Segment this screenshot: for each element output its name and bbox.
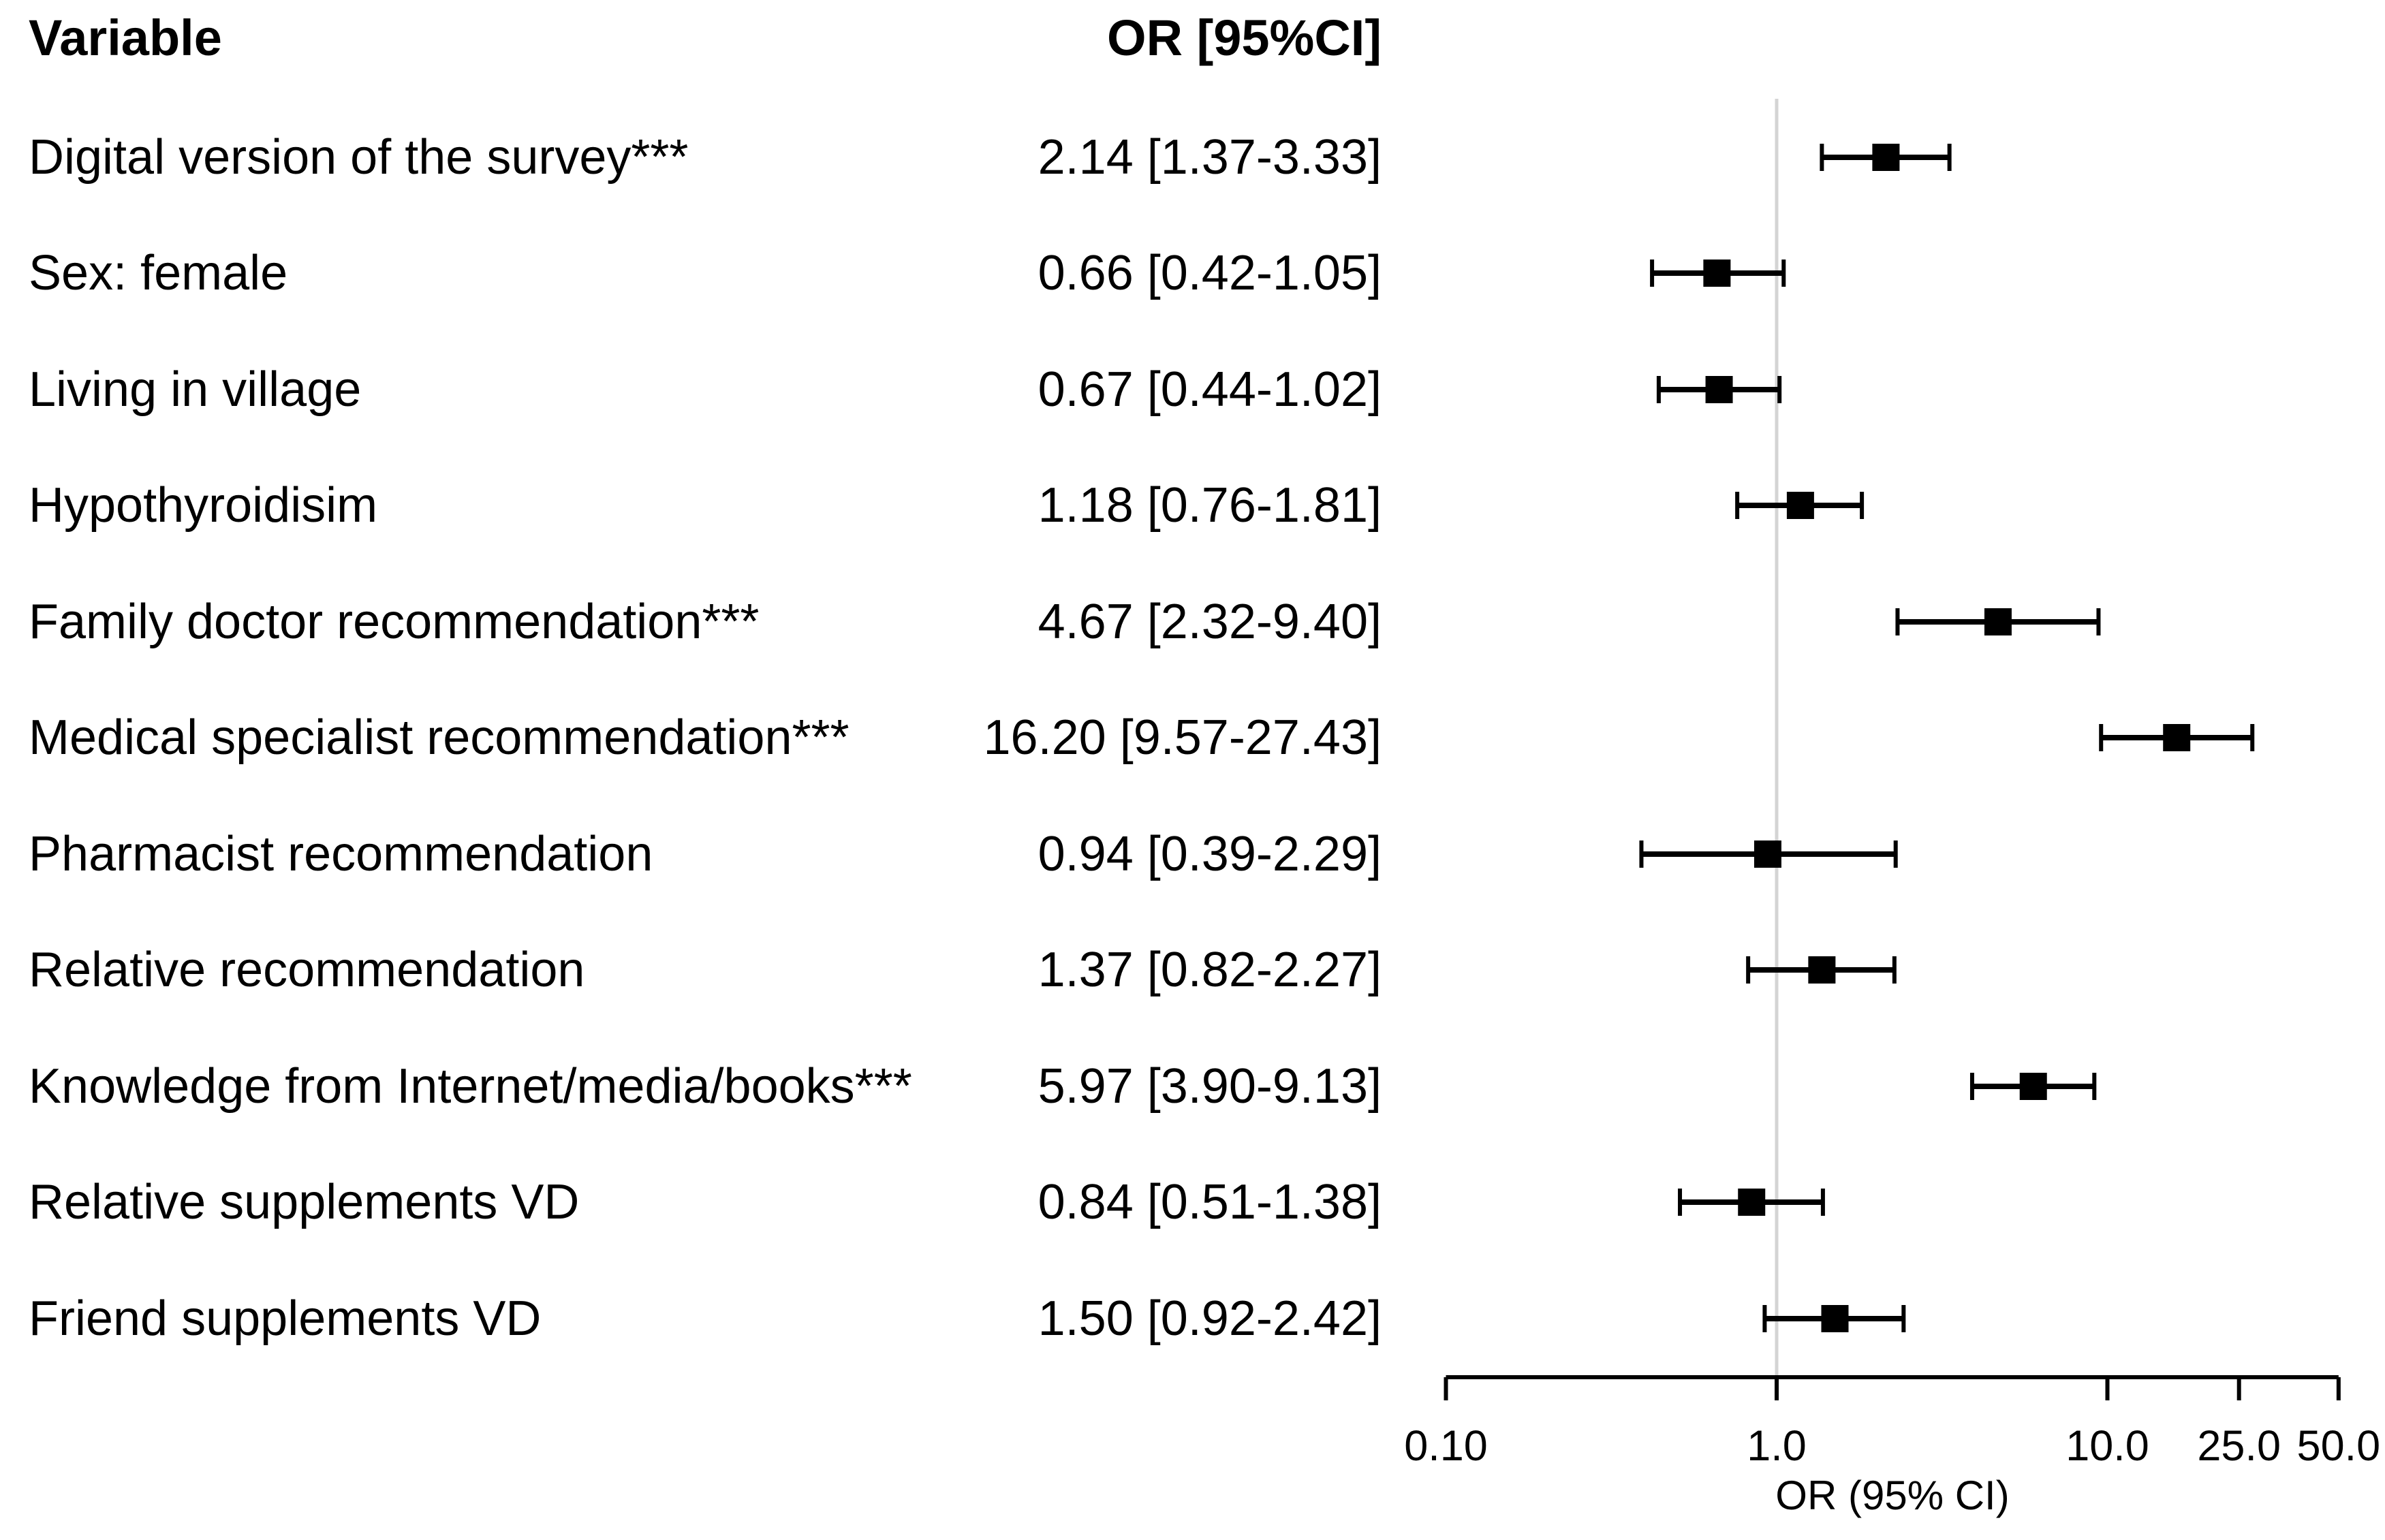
or-marker xyxy=(1808,956,1836,984)
x-axis-tick-label: 50.0 xyxy=(2296,1422,2381,1470)
row-or-value: 0.84 [0.51-1.38] xyxy=(1038,1175,1382,1229)
or-marker xyxy=(1984,608,2012,635)
row-label: Hypothyroidisim xyxy=(29,478,378,533)
row-label: Knowledge from Internet/media/books*** xyxy=(29,1059,912,1114)
x-axis-tick-label: 1.0 xyxy=(1747,1422,1807,1470)
row-or-value: 1.18 [0.76-1.81] xyxy=(1038,478,1382,533)
variable-column-header: Variable xyxy=(29,10,222,66)
or-column-header: OR [95%CI] xyxy=(1107,10,1382,66)
or-marker xyxy=(2019,1073,2047,1100)
row-label: Medical specialist recommendation*** xyxy=(29,710,849,765)
row-or-value: 16.20 [9.57-27.43] xyxy=(983,710,1382,765)
row-or-value: 2.14 [1.37-3.33] xyxy=(1038,130,1382,185)
row-label: Friend supplements VD xyxy=(29,1291,542,1346)
row-or-value: 1.50 [0.92-2.42] xyxy=(1038,1291,1382,1346)
row-or-value: 0.66 [0.42-1.05] xyxy=(1038,246,1382,300)
or-marker xyxy=(1821,1305,1849,1332)
row-label: Pharmacist recommendation xyxy=(29,827,653,881)
or-marker xyxy=(1705,376,1733,403)
x-axis-tick-label: 0.10 xyxy=(1404,1422,1488,1470)
x-axis-tick-label: 25.0 xyxy=(2197,1422,2281,1470)
or-marker xyxy=(1703,260,1731,287)
x-axis-title: OR (95% CI) xyxy=(1775,1473,2010,1518)
row-or-value: 5.97 [3.90-9.13] xyxy=(1038,1059,1382,1114)
or-marker xyxy=(1872,144,1900,171)
row-or-value: 0.67 [0.44-1.02] xyxy=(1038,362,1382,417)
row-label: Living in village xyxy=(29,362,362,417)
row-label: Family doctor recommendation*** xyxy=(29,595,760,649)
row-label: Digital version of the survey*** xyxy=(29,130,689,185)
row-or-value: 0.94 [0.39-2.29] xyxy=(1038,827,1382,881)
row-or-value: 1.37 [0.82-2.27] xyxy=(1038,943,1382,997)
or-marker xyxy=(2163,724,2191,751)
row-label: Sex: female xyxy=(29,246,288,300)
row-or-value: 4.67 [2.32-9.40] xyxy=(1038,595,1382,649)
x-axis-tick-label: 10.0 xyxy=(2066,1422,2149,1470)
or-marker xyxy=(1786,492,1814,519)
or-marker xyxy=(1738,1189,1766,1216)
or-marker xyxy=(1753,840,1781,868)
row-label: Relative recommendation xyxy=(29,943,585,997)
row-label: Relative supplements VD xyxy=(29,1175,580,1229)
